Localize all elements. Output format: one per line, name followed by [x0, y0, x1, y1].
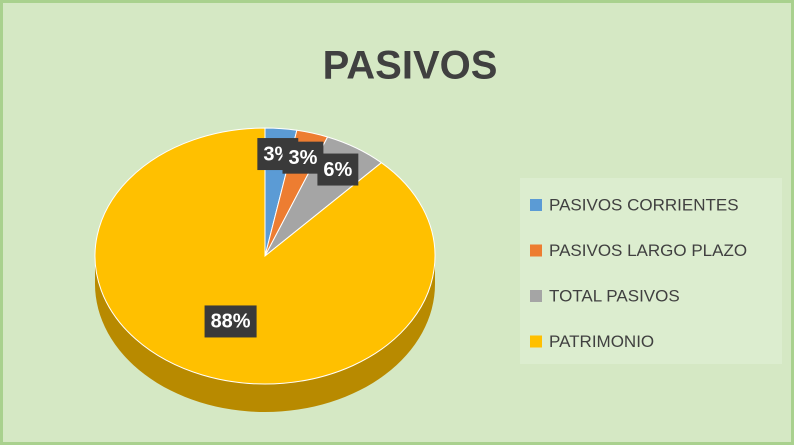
data-label-text: 3% [288, 147, 317, 169]
legend-label: PASIVOS LARGO PLAZO [549, 241, 747, 260]
data-label-box [204, 305, 257, 338]
legend-swatch [530, 244, 542, 257]
legend-swatch [530, 199, 542, 211]
slice [94, 127, 436, 385]
legend-label: TOTAL PASIVOS [549, 286, 680, 305]
data-label-text: 88% [211, 311, 251, 333]
data-label-text: 6% [323, 159, 352, 181]
legend-label: PATRIMONIO [549, 332, 654, 351]
legend-label: PASIVOS CORRIENTES [549, 195, 739, 214]
data-label: 88% [204, 305, 257, 338]
data-label-box [317, 153, 359, 186]
chart-title: PASIVOS [323, 44, 498, 88]
legend-swatch [530, 335, 542, 348]
slice-side [95, 256, 435, 412]
legend-box [520, 178, 782, 364]
legend-swatch [530, 290, 542, 302]
data-label-box [282, 141, 324, 174]
data-label: 6% [317, 153, 359, 186]
data-label: 3% [282, 141, 324, 174]
